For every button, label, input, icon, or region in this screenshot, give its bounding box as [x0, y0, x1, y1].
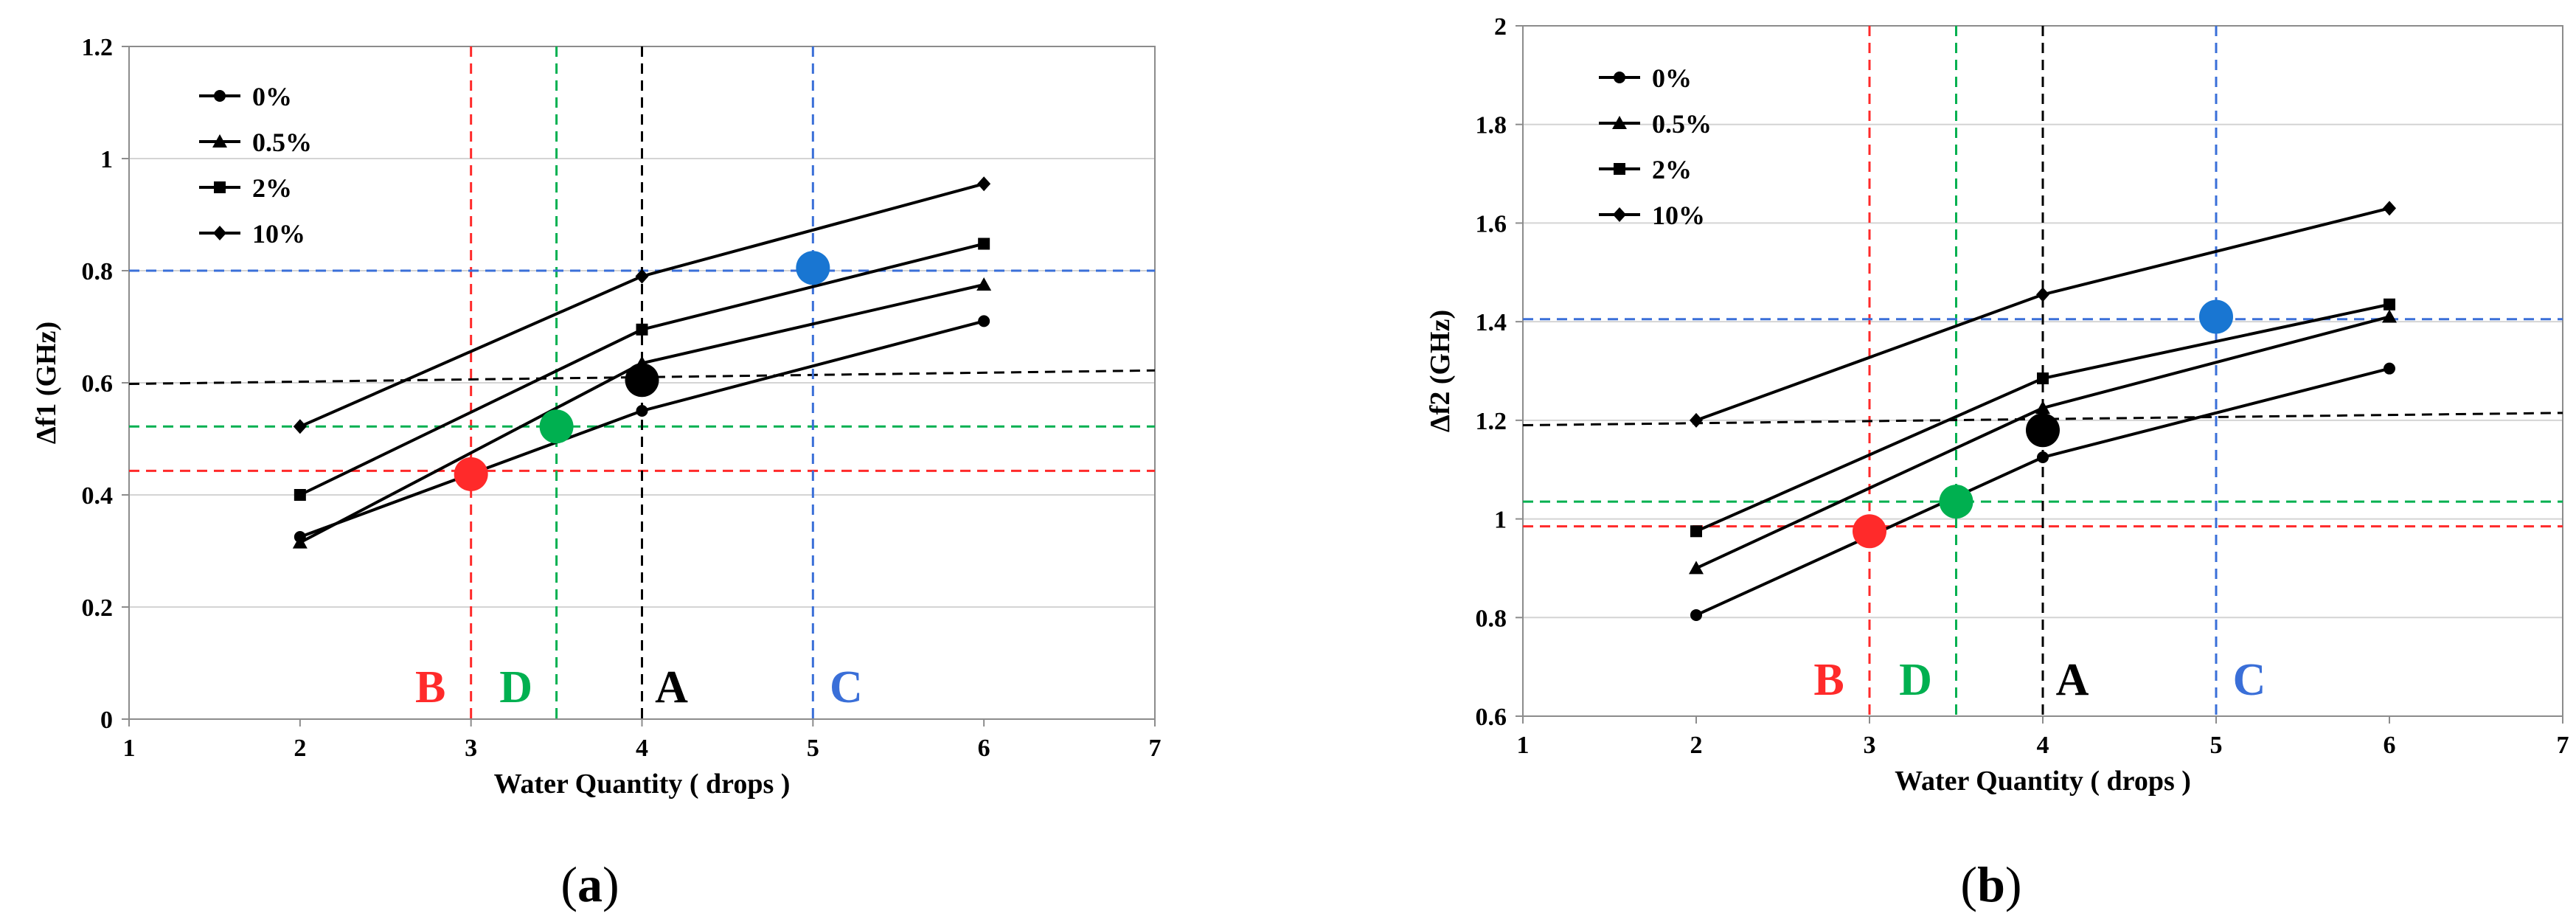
y-tick-label: 2 [1494, 13, 1507, 41]
y-tick-label: 1.8 [1476, 112, 1507, 139]
legend-label: 0% [1652, 63, 1692, 93]
region-label-D: D [499, 662, 532, 712]
highlight-point-D [539, 409, 574, 444]
region-label-C: C [830, 662, 863, 712]
y-tick-label: 0.4 [82, 482, 114, 510]
y-tick-label: 1.6 [1476, 210, 1507, 237]
data-point [2036, 287, 2049, 302]
data-point [2382, 309, 2397, 323]
legend-marker [1614, 72, 1625, 83]
x-tick-label: 2 [294, 735, 306, 762]
legend-label: 2% [1652, 155, 1692, 184]
data-point [978, 315, 990, 327]
y-tick-label: 1.2 [1476, 408, 1507, 435]
data-point [636, 405, 648, 417]
data-point [636, 323, 648, 336]
data-point [635, 268, 649, 284]
y-tick-label: 1 [1494, 507, 1507, 534]
data-point [293, 419, 307, 434]
data-point [1690, 412, 1703, 428]
y-tick-label: 0.8 [1476, 605, 1507, 632]
data-point [978, 237, 990, 250]
legend-marker [213, 226, 226, 240]
legend-label: 2% [252, 173, 292, 203]
region-label-B: B [1813, 655, 1844, 705]
legend-marker [214, 181, 226, 193]
x-tick-label: 5 [807, 735, 819, 762]
highlight-point-D [1939, 485, 1973, 519]
legend-marker [1612, 116, 1627, 129]
region-label-D: D [1899, 655, 1932, 705]
legend-marker [1614, 163, 1625, 175]
legend-label: 0.5% [252, 128, 312, 157]
legend-label: 0.5% [1652, 109, 1712, 139]
legend-marker [1613, 207, 1626, 222]
y-axis-title: Δf2 (GHz) [1425, 310, 1456, 432]
data-point [2037, 451, 2049, 463]
data-point [977, 176, 991, 192]
data-point [1689, 561, 1704, 575]
highlight-point-A [625, 363, 659, 398]
y-tick-label: 0 [100, 707, 113, 734]
y-tick-label: 0.2 [82, 594, 114, 622]
data-point [2037, 372, 2049, 385]
figure-caption: (b) [1960, 856, 2021, 912]
figure-caption: (a) [560, 856, 619, 912]
x-axis-title: Water Quantity ( drops ) [1895, 766, 2191, 797]
x-tick-label: 1 [123, 735, 136, 762]
chart-panel-b: 1 2 3 4 5 6 7 0.6 0.8 1 1.2 1.4 1.6 1.8 2 Water Quantit… [1425, 13, 2569, 912]
x-tick-label: 4 [636, 735, 648, 762]
region-label-A: A [2056, 655, 2089, 705]
highlight-point-B [1853, 514, 1886, 549]
x-tick-label: 7 [2557, 732, 2569, 759]
highlight-point-C [796, 251, 830, 285]
y-axis-title: Δf1 (GHz) [31, 322, 62, 444]
data-point [976, 277, 992, 291]
x-tick-label: 6 [2384, 732, 2396, 759]
legend-label: 10% [1652, 201, 1705, 230]
data-point [294, 489, 306, 501]
chart-panel-a: 1 2 3 4 5 6 7 0 0.2 0.4 0.6 0.8 1 1.2 Water Quantity (… [31, 34, 1162, 912]
region-label-C: C [2233, 655, 2266, 705]
x-tick-label: 3 [465, 735, 477, 762]
highlight-point-A [2026, 413, 2060, 448]
legend-marker [214, 90, 226, 102]
highlight-point-B [454, 457, 488, 491]
legend-label: 0% [252, 82, 292, 111]
y-tick-label: 0.6 [1476, 704, 1507, 731]
x-tick-label: 2 [1690, 732, 1703, 759]
x-tick-label: 5 [2210, 732, 2223, 759]
x-axis-title: Water Quantity ( drops ) [494, 769, 791, 800]
region-label-B: B [415, 662, 445, 712]
y-tick-label: 0.6 [82, 370, 114, 398]
highlight-point-C [2199, 299, 2233, 334]
y-tick-label: 1.4 [1476, 309, 1507, 336]
data-point [2384, 362, 2395, 375]
data-point [2383, 201, 2396, 216]
region-label-A: A [655, 662, 688, 712]
x-tick-label: 4 [2037, 732, 2049, 759]
y-tick-label: 1.2 [82, 34, 114, 61]
x-tick-label: 1 [1517, 732, 1530, 759]
data-point [2035, 400, 2050, 415]
data-point [2384, 298, 2395, 311]
y-tick-label: 0.8 [82, 258, 114, 285]
legend-marker [212, 134, 227, 148]
data-point [1690, 608, 1702, 621]
legend-label: 10% [252, 219, 305, 249]
data-point [292, 535, 308, 549]
x-tick-label: 6 [978, 735, 990, 762]
x-tick-label: 7 [1149, 735, 1162, 762]
y-tick-label: 1 [100, 146, 113, 173]
data-point [1690, 525, 1702, 538]
x-tick-label: 3 [1864, 732, 1876, 759]
